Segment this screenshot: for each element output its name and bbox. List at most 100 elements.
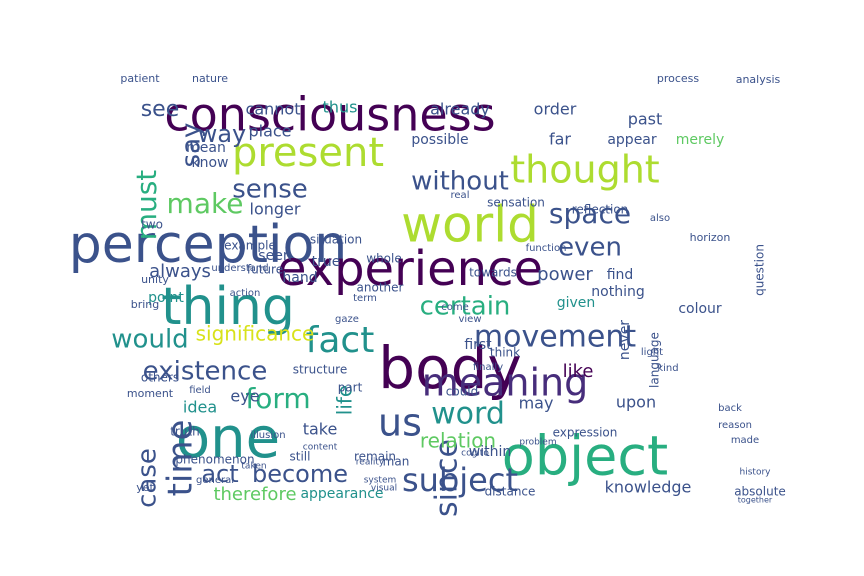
word-see: see	[141, 97, 180, 122]
word-also: also	[650, 213, 670, 224]
word-general: general	[196, 475, 234, 486]
word-back: back	[718, 403, 742, 414]
word-idea: idea	[183, 398, 217, 417]
word-find: find	[607, 267, 634, 283]
word-cannot: cannot	[246, 100, 301, 119]
word-together: together	[738, 496, 773, 505]
word-fact: fact	[306, 320, 375, 361]
word-thought: thought	[510, 148, 659, 192]
word-two: two	[141, 218, 163, 232]
word-us: us	[378, 401, 422, 445]
word-finally: finally	[473, 362, 503, 373]
word-present: present	[232, 130, 384, 176]
word-case: case	[133, 448, 163, 508]
word-language: language	[648, 332, 662, 388]
word-another: another	[357, 281, 404, 295]
word-distance: distance	[485, 485, 536, 499]
word-since: since	[430, 439, 465, 517]
word-may: may	[519, 394, 554, 413]
word-appear: appear	[607, 132, 657, 148]
word-example: example	[224, 239, 276, 253]
word-experience: experience	[277, 241, 543, 297]
word-thing: thing	[161, 277, 295, 337]
word-reason: reason	[718, 420, 752, 431]
word-take: take	[303, 420, 338, 439]
word-situation: situation	[310, 233, 362, 247]
word-part: part	[338, 381, 363, 395]
word-place: place	[248, 122, 291, 141]
word-real: real	[451, 190, 470, 201]
word-view: view	[458, 314, 481, 325]
word-possible: possible	[411, 132, 468, 148]
word-visual: visual	[371, 484, 397, 494]
word-others: others	[141, 371, 179, 385]
word-made: made	[731, 435, 759, 446]
word-significance: significance	[196, 322, 315, 346]
word-system: system	[364, 476, 397, 486]
word-act: act	[201, 460, 238, 488]
word-gaze: gaze	[335, 314, 359, 325]
word-subject: subject	[402, 461, 518, 499]
word-relation: relation	[420, 429, 496, 453]
word-understand: understand	[211, 263, 268, 274]
word-upon: upon	[616, 393, 656, 412]
word-time: time	[161, 420, 201, 497]
word-term: term	[353, 293, 377, 304]
word-moment: moment	[127, 387, 174, 400]
word-problem: problem	[519, 438, 556, 448]
word-seen: seen	[258, 248, 291, 264]
word-perception: perception	[69, 215, 347, 275]
word-hand: hand	[282, 270, 317, 286]
word-future: future	[247, 263, 283, 277]
word-colour: colour	[678, 301, 722, 317]
word-taken: taken	[241, 462, 266, 472]
word-question: question	[753, 244, 767, 296]
word-longer: longer	[250, 200, 301, 219]
word-world: world	[401, 196, 539, 254]
word-point: point	[148, 290, 184, 306]
word-sense: sense	[232, 175, 308, 205]
word-within: within	[469, 444, 511, 460]
word-function: function	[526, 243, 567, 254]
word-content: content	[303, 443, 338, 453]
word-body: body	[378, 334, 521, 402]
word-given: given	[557, 295, 596, 311]
word-yet: yet	[136, 481, 154, 494]
word-bring: bring	[131, 298, 160, 311]
word-knowledge: knowledge	[605, 478, 692, 497]
word-eye: eye	[230, 387, 259, 406]
word-expression: expression	[553, 426, 618, 440]
word-analysis: analysis	[736, 73, 781, 86]
word-never: never	[617, 320, 633, 360]
word-like: like	[563, 361, 594, 382]
word-truth: truth	[170, 425, 200, 439]
word-horizon: horizon	[690, 231, 731, 244]
word-form: form	[245, 382, 310, 415]
word-one: one	[176, 406, 280, 471]
word-nature: nature	[192, 72, 228, 85]
word-unity: unity	[141, 273, 169, 286]
word-always: always	[149, 261, 211, 282]
word-way: way	[198, 120, 247, 148]
word-think: think	[490, 346, 520, 360]
word-kind: kind	[657, 363, 678, 374]
word-order: order	[534, 100, 577, 119]
word-far: far	[549, 130, 571, 149]
word-whole: whole	[366, 252, 401, 266]
word-even: even	[558, 233, 622, 263]
word-object: object	[502, 425, 668, 488]
word-make: make	[167, 187, 244, 220]
word-appearance: appearance	[300, 486, 383, 502]
word-towards: towards	[469, 266, 517, 280]
word-existence: existence	[143, 357, 268, 387]
word-must: must	[130, 170, 163, 241]
word-already: already	[430, 100, 490, 119]
word-therefore: therefore	[213, 484, 296, 505]
word-phenomenon: phenomenon	[175, 453, 254, 467]
word-come: come	[441, 302, 469, 313]
word-know: know	[192, 155, 229, 171]
word-first: first	[464, 337, 492, 353]
word-field: field	[189, 385, 211, 396]
word-still: still	[290, 450, 311, 464]
